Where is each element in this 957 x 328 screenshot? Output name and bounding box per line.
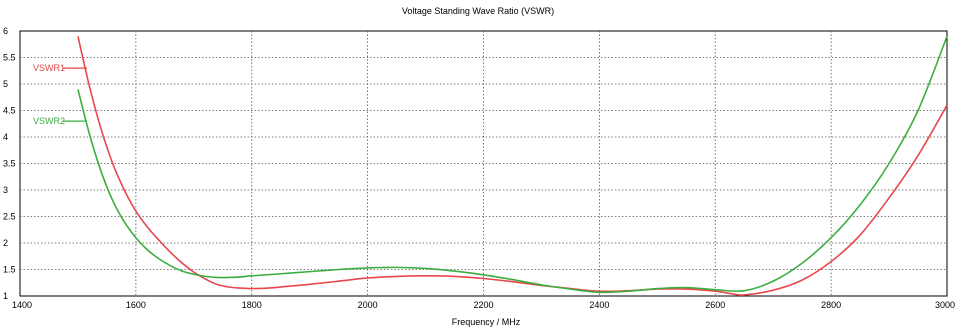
chart-title: Voltage Standing Wave Ratio (VSWR) [402, 6, 554, 16]
x-tick-label: 1600 [126, 300, 146, 310]
x-axis-title: Frequency / MHz [452, 317, 521, 327]
series-lines [77, 36, 948, 296]
y-tick-label: 4 [3, 132, 8, 142]
legend: VSWR1 VSWR2 [33, 63, 87, 126]
y-tick-label: 3.5 [3, 159, 16, 169]
x-tick-label: 1400 [12, 300, 32, 310]
x-tick-label: 2800 [821, 300, 841, 310]
y-tick-label: 4.5 [3, 106, 16, 116]
y-tick-label: 3 [3, 185, 8, 195]
y-tick-label: 1.5 [3, 265, 16, 275]
legend-label-vswr2: VSWR2 [33, 116, 65, 126]
x-tick-label: 2600 [705, 300, 725, 310]
series-line-vswr1 [77, 36, 948, 296]
y-axis-ticks: 1 1.5 2 2.5 3 3.5 4 4.5 5 5.5 6 [3, 26, 16, 301]
y-tick-label: 2.5 [3, 212, 16, 222]
y-tick-label: 5 [3, 79, 8, 89]
series-line-vswr2 [77, 36, 948, 294]
x-tick-label: 1800 [242, 300, 262, 310]
x-tick-label: 2000 [358, 300, 378, 310]
y-tick-label: 6 [3, 26, 8, 36]
y-tick-label: 2 [3, 238, 8, 248]
x-tick-label: 2400 [589, 300, 609, 310]
y-tick-label: 1 [3, 291, 8, 301]
y-tick-label: 5.5 [3, 53, 16, 63]
grid-lines [20, 31, 947, 296]
legend-label-vswr1: VSWR1 [33, 63, 65, 73]
x-tick-label: 3000 [935, 300, 955, 310]
x-tick-label: 2200 [473, 300, 493, 310]
x-axis-ticks: 1400 1600 1800 2000 2200 2400 2600 2800 3000 [12, 300, 955, 310]
